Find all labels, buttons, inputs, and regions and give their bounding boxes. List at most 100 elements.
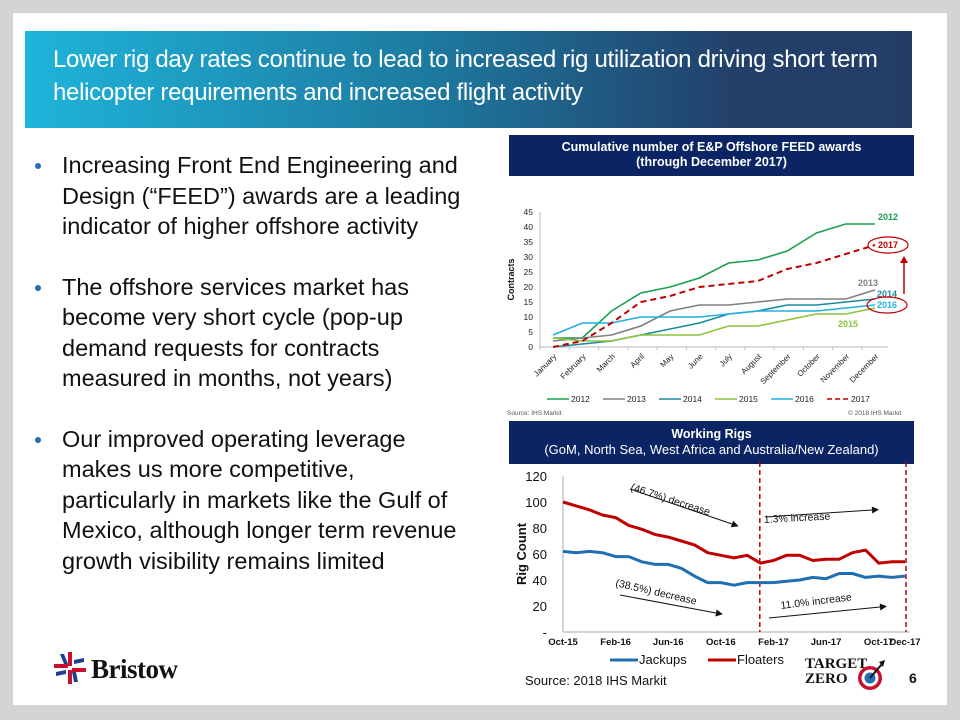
x-tick-label: January	[532, 352, 558, 378]
arrow-head-icon	[879, 603, 887, 611]
legend-label-2013: 2013	[627, 394, 646, 404]
annotation-circle-2016	[866, 296, 908, 314]
bullet-text: Increasing Front End Engineering and Des…	[62, 152, 461, 239]
working-rigs-chart: - 20 40 60 80 100 120 Rig Count Oct-15 Feb-16 Jun-…	[514, 462, 921, 667]
x-tick-label: Feb-16	[600, 637, 631, 648]
x-tick-label: Oct-15	[548, 637, 578, 648]
y-tick-label: 35	[524, 237, 534, 247]
slide	[13, 13, 947, 705]
y-tick-label: 30	[524, 252, 534, 262]
x-tick-label: July	[718, 352, 734, 368]
page-number: 6	[909, 670, 917, 686]
legend-label-Floaters: Floaters	[737, 652, 784, 667]
feed-chart-subtitle: (through December 2017)	[636, 155, 787, 169]
rigs-chart-header: Working Rigs (GoM, North Sea, West Afric…	[509, 421, 914, 464]
series-line-2016	[552, 304, 876, 336]
y-tick-label: 45	[524, 207, 534, 217]
x-tick-label: June	[686, 352, 705, 371]
y-axis-title: Contracts	[506, 258, 516, 300]
x-tick-label: Jun-17	[811, 637, 842, 648]
y-tick-label: -	[543, 625, 547, 640]
x-tick-label: December	[848, 352, 881, 385]
rigs-chart-title: Working Rigs	[671, 427, 752, 441]
arrow-head-icon	[871, 506, 879, 514]
series-line-2012	[553, 223, 875, 339]
annotation-arrow-line	[765, 509, 873, 518]
target-zero-line1: TARGET	[805, 656, 868, 672]
y-tick-label: 100	[525, 495, 547, 510]
legend-label-2016: 2016	[795, 394, 814, 404]
annotation-label: 11.0% increase	[780, 591, 853, 612]
annotation-label-2012: 2012	[878, 212, 898, 222]
arrow-head-icon	[730, 520, 739, 528]
y-tick-label: 80	[533, 521, 547, 536]
annotation-label: 1.3% increase	[764, 511, 831, 526]
feed-chart-header: Cumulative number of E&P Offshore FEED a…	[509, 135, 914, 176]
feed-chart-source: Source: IHS Markit	[507, 410, 562, 417]
feed-chart-copyright: © 2018 IHS Markit	[848, 410, 902, 417]
bullet-item: Increasing Front End Engineering and Des…	[35, 150, 465, 242]
annotation-label: (46.7%) decrease	[629, 481, 712, 518]
x-tick-label: October	[795, 352, 822, 379]
y-tick-label: 20	[524, 282, 534, 292]
arrow-head-icon	[715, 609, 723, 617]
annotation-arrow-line	[768, 606, 881, 619]
legend-label-2017: 2017	[851, 394, 870, 404]
x-tick-label: March	[595, 352, 617, 374]
target-zero-line2: ZERO	[805, 671, 848, 687]
bristow-wordmark: Bristow	[91, 654, 178, 684]
legend-label-2012: 2012	[571, 394, 590, 404]
legend-label-2015: 2015	[739, 394, 758, 404]
annotation-label-2013: 2013	[858, 278, 878, 288]
x-tick-label: February	[559, 352, 588, 381]
bristow-windmill-icon	[54, 652, 86, 684]
x-tick-label: Jun-16	[653, 637, 684, 648]
target-zero-logo: TARGET ZERO	[805, 657, 885, 693]
bristow-logo: Bristow	[52, 650, 192, 690]
title-banner: Lower rig day rates continue to lead to …	[25, 31, 912, 128]
x-tick-label: May	[658, 352, 675, 369]
series-line-2015	[552, 307, 876, 342]
bullet-item: Our improved operating leverage makes us…	[35, 424, 465, 577]
target-icon	[858, 660, 885, 690]
y-axis-title: Rig Count	[514, 522, 529, 585]
target-zero-text: TARGET ZERO	[805, 657, 867, 687]
annotation-label-2014: 2014	[877, 289, 897, 299]
y-tick-label: 40	[533, 573, 547, 588]
annotation-arrow-line	[629, 488, 733, 525]
legend-label-Jackups: Jackups	[639, 652, 687, 667]
y-tick-label: 10	[524, 312, 534, 322]
bullet-item: The offshore services market has become …	[35, 272, 465, 394]
series-line-2013	[552, 289, 876, 342]
bullet-list: Increasing Front End Engineering and Des…	[35, 150, 465, 606]
annotation-arrow-line	[619, 594, 717, 614]
y-tick-label: 5	[528, 327, 533, 337]
y-tick-label: 15	[524, 297, 534, 307]
y-tick-label: 25	[524, 267, 534, 277]
series-line-Floaters	[562, 500, 905, 565]
y-tick-label: 20	[533, 599, 547, 614]
annotation-label: (38.5%) decrease	[614, 577, 698, 607]
series-line-2017	[552, 244, 876, 348]
annotation-label-2016: 2016	[877, 300, 897, 310]
up-arrow-head-icon	[900, 256, 908, 263]
x-tick-label: Dec-17	[889, 637, 920, 648]
y-tick-label: 40	[524, 222, 534, 232]
rigs-chart-subtitle: (GoM, North Sea, West Africa and Austral…	[544, 442, 879, 457]
x-tick-label: September	[759, 352, 793, 386]
y-tick-label: 60	[533, 547, 547, 562]
x-tick-label: November	[819, 352, 852, 385]
annotation-circle-2017	[867, 236, 909, 254]
series-line-Jackups	[562, 549, 906, 587]
x-tick-label: Oct-16	[706, 637, 736, 648]
bullet-text: Our improved operating leverage makes us…	[62, 425, 457, 574]
footer-source: Source: 2018 IHS Markit	[525, 673, 667, 688]
annotation-label-2017: 2017	[878, 240, 898, 250]
annotation-label-2015: 2015	[838, 319, 858, 329]
y-tick-label: 120	[525, 469, 547, 484]
bullet-dot-icon	[35, 284, 41, 291]
bullet-text: The offshore services market has become …	[62, 273, 409, 392]
x-tick-label: Feb-17	[758, 637, 789, 648]
bullet-dot-icon	[35, 163, 41, 169]
feed-chart-title: Cumulative number of E&P Offshore FEED a…	[561, 140, 862, 154]
